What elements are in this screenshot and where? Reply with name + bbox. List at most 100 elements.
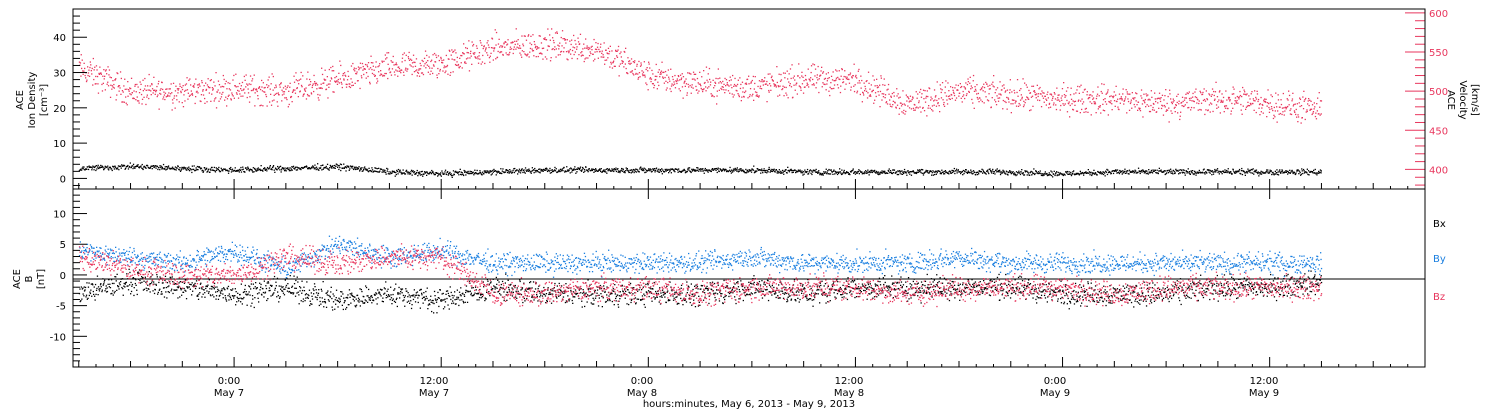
ion-density-point <box>400 171 402 173</box>
ion-density-point <box>971 170 973 173</box>
ion-density-point <box>436 172 438 174</box>
velocity-point <box>892 100 894 102</box>
ion-density-point <box>713 169 715 171</box>
velocity-point <box>784 77 786 79</box>
ion-density-point <box>1205 171 1208 173</box>
ion-density-point <box>349 168 351 170</box>
ion-density-point <box>506 170 508 172</box>
velocity-point <box>865 80 867 83</box>
velocity-point <box>325 88 328 90</box>
velocity-point <box>1190 109 1192 111</box>
ion-density-point <box>360 168 362 170</box>
velocity-point <box>576 46 578 48</box>
ion-density-point <box>512 169 514 172</box>
ion-density-point <box>440 172 442 174</box>
ion-density-point <box>363 169 365 171</box>
velocity-point <box>522 45 525 47</box>
velocity-point <box>788 81 790 83</box>
velocity-point <box>682 97 684 99</box>
velocity-point <box>699 83 701 85</box>
velocity-point <box>949 95 951 97</box>
velocity-point <box>525 54 527 56</box>
velocity-point <box>1098 95 1100 97</box>
ion-density-point <box>530 171 532 173</box>
ion-density-point <box>1258 175 1260 177</box>
ion-density-point <box>670 172 672 174</box>
ion-density-point <box>173 167 175 170</box>
velocity-point <box>487 40 489 42</box>
ion-density-point <box>687 168 689 170</box>
ion-density-point <box>1151 172 1154 174</box>
ion-density-point <box>1204 173 1206 175</box>
velocity-point <box>944 86 946 88</box>
velocity-point <box>1169 89 1171 91</box>
velocity-point <box>475 45 478 47</box>
ion-density-point <box>1068 171 1070 173</box>
ion-density-point <box>1116 169 1119 171</box>
ion-density-point <box>340 169 342 172</box>
velocity-point <box>945 80 947 82</box>
ion-density-point <box>484 171 486 173</box>
velocity-point <box>509 48 511 50</box>
velocity-point <box>775 85 777 87</box>
velocity-point <box>1209 111 1211 113</box>
ion-density-point <box>1176 169 1179 172</box>
velocity-point <box>605 49 607 51</box>
velocity-point <box>380 73 383 76</box>
velocity-point <box>518 47 520 49</box>
ion-density-point <box>103 168 105 170</box>
velocity-point <box>541 53 543 55</box>
velocity-point <box>767 73 769 75</box>
velocity-point <box>237 85 239 88</box>
ion-density-point <box>1107 169 1109 171</box>
velocity-point <box>268 85 270 87</box>
velocity-point <box>228 94 230 96</box>
velocity-point <box>752 75 754 78</box>
velocity-point <box>931 105 934 107</box>
velocity-point <box>316 88 318 90</box>
velocity-point <box>501 45 504 47</box>
ion-density-point <box>242 166 244 168</box>
velocity-point <box>1029 92 1032 94</box>
velocity-point <box>722 80 724 83</box>
velocity-point <box>530 43 533 46</box>
velocity-point <box>636 63 638 65</box>
velocity-point <box>177 92 179 94</box>
velocity-point <box>1042 92 1044 94</box>
velocity-point <box>560 50 563 53</box>
velocity-point <box>413 61 415 63</box>
velocity-point <box>987 100 990 102</box>
velocity-point <box>409 58 412 60</box>
ion-density-point <box>782 171 784 173</box>
ion-density-point <box>296 169 299 171</box>
ion-density-point <box>657 171 660 173</box>
ion-density-point <box>1160 169 1162 171</box>
ion-density-point <box>963 170 966 172</box>
velocity-point <box>399 70 401 72</box>
ion-density-point <box>1293 171 1295 173</box>
ion-density-point <box>875 172 877 174</box>
velocity-point <box>916 106 918 108</box>
ion-density-point <box>110 168 113 170</box>
velocity-point <box>1313 102 1315 104</box>
ion-density-point <box>693 169 695 171</box>
ion-density-point <box>1245 172 1247 174</box>
ion-density-point <box>1238 168 1241 171</box>
velocity-point <box>151 84 153 86</box>
ion-density-point <box>348 169 350 171</box>
velocity-point <box>918 100 920 102</box>
velocity-point <box>473 53 475 55</box>
ion-density-point <box>788 169 790 172</box>
ion-density-point <box>1019 172 1021 174</box>
velocity-point <box>338 82 341 84</box>
ion-density-point <box>970 169 972 171</box>
ion-density-point <box>1170 172 1172 174</box>
velocity-point <box>526 55 528 57</box>
velocity-point <box>1244 91 1246 93</box>
ion-density-point <box>1256 171 1258 174</box>
velocity-point <box>951 94 953 96</box>
ion-density-point <box>648 169 650 171</box>
velocity-point <box>353 69 355 71</box>
velocity-point <box>721 86 723 88</box>
ion-density-point <box>236 170 238 172</box>
